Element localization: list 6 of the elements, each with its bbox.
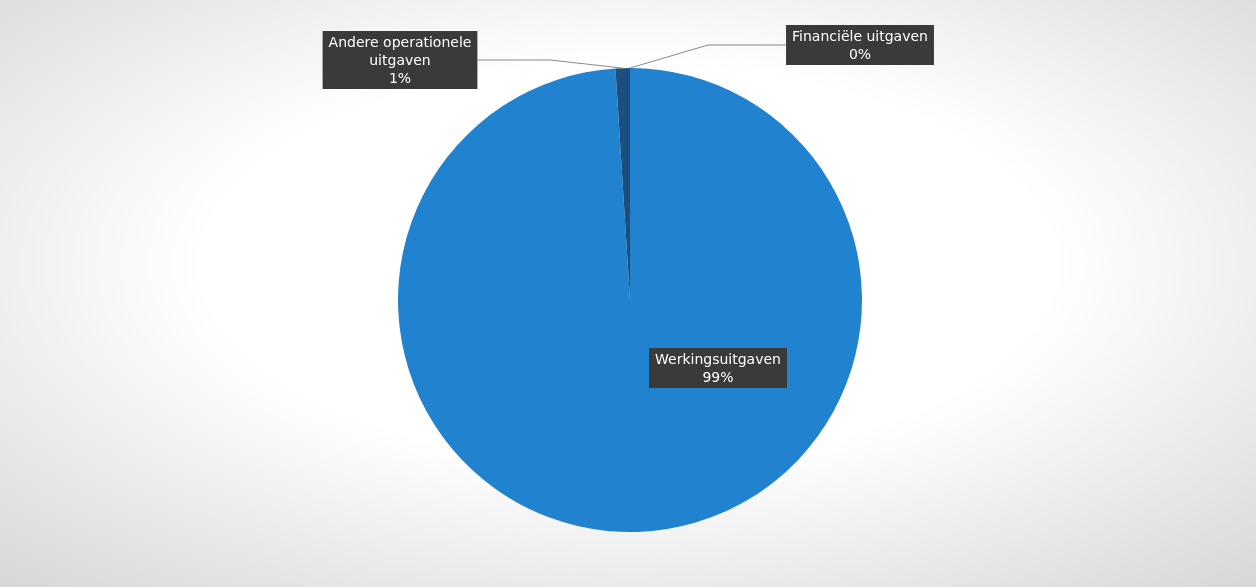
data-label: 1% — [388, 70, 412, 86]
text: 0% — [848, 46, 872, 62]
category-label: Financiële uitgaven — [792, 28, 928, 44]
slice-label: Werkingsuitgaven — [655, 351, 781, 367]
data-label: 99% — [702, 369, 734, 385]
slice-label: Andere operationele uitgaven — [328, 34, 472, 68]
